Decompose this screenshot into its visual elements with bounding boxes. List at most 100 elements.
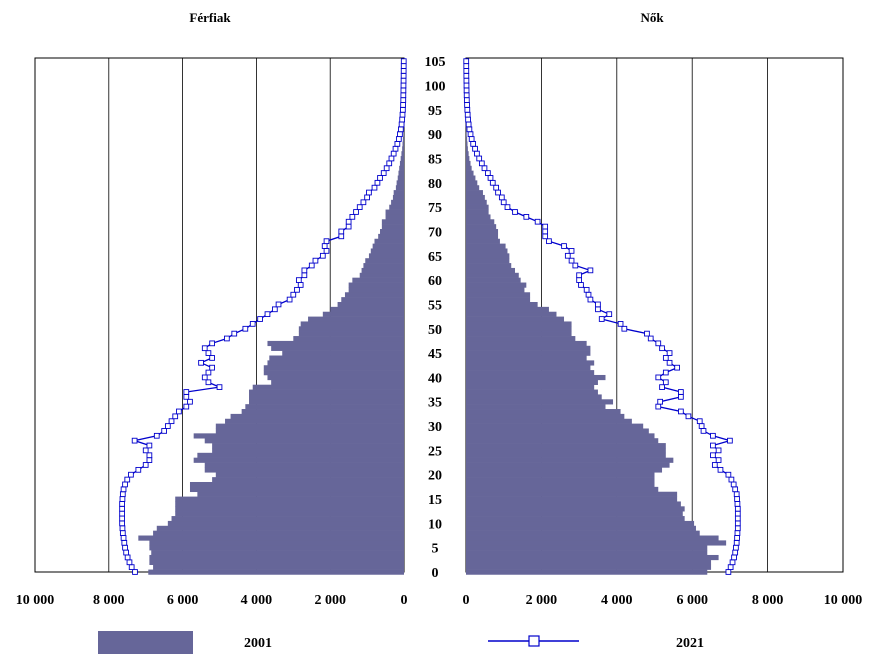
bar-2001-age-22 [204, 462, 404, 468]
bar-2001-age-30 [466, 423, 644, 429]
left-x-tick-label: 2 000 [314, 593, 346, 608]
bar-2001-age-85 [466, 156, 470, 162]
left-x-tick-label: 10 000 [16, 593, 55, 608]
marker-2021-age-56 [587, 296, 594, 303]
bar-2001-age-39 [271, 379, 404, 385]
marker-2021-age-11 [119, 515, 125, 522]
bar-2001-age-15 [466, 496, 678, 502]
bar-2001-age-84 [399, 160, 404, 167]
bar-2001-age-61 [466, 272, 519, 278]
bar-2001-age-36 [466, 394, 602, 400]
bar-2001-age-87 [402, 146, 404, 152]
bar-2001-age-71 [381, 224, 404, 230]
marker-2021-age-86 [390, 150, 397, 157]
marker-2021-age-81 [487, 175, 494, 181]
bar-2001-age-8 [466, 530, 700, 536]
legend-marker-2021 [528, 635, 540, 647]
marker-2021-age-97 [463, 97, 470, 103]
marker-2021-age-98 [463, 92, 470, 99]
age-tick-label: 5 [432, 542, 439, 557]
marker-2021-age-96 [400, 102, 406, 108]
bar-2001-age-71 [466, 224, 497, 230]
marker-2021-age-43 [666, 359, 673, 366]
legend-label-2021: 2021 [676, 636, 704, 651]
marker-2021-age-78 [366, 189, 372, 196]
bar-2001-age-64 [466, 258, 510, 264]
right-x-tick-label: 2 000 [526, 593, 558, 608]
marker-2021-age-30 [164, 423, 171, 429]
bar-2001-age-59 [466, 282, 527, 288]
marker-2021-age-83 [481, 165, 488, 172]
marker-2021-age-75 [504, 204, 511, 210]
age-tick-label: 55 [428, 298, 442, 313]
marker-2021-age-24 [710, 452, 716, 459]
marker-2021-age-6 [733, 539, 740, 546]
age-tick-label: 80 [428, 177, 442, 192]
bar-2001-age-14 [466, 501, 681, 507]
bar-2001-age-58 [466, 287, 525, 293]
bar-2001-age-43 [466, 360, 595, 366]
marker-2021-age-92 [398, 121, 405, 128]
age-tick-label: 105 [425, 55, 446, 70]
marker-2021-age-100 [400, 82, 407, 89]
bar-2001-age-38 [252, 384, 404, 390]
age-tick-label: 100 [425, 80, 446, 95]
marker-2021-age-7 [734, 535, 740, 541]
bar-2001-age-86 [466, 151, 469, 157]
bar-2001-age-89 [466, 136, 468, 142]
bar-2001-age-72 [381, 219, 404, 225]
bar-2001-age-55 [466, 301, 538, 308]
bar-2001-age-83 [399, 165, 404, 171]
left-bars-2001 [138, 58, 404, 575]
bar-2001-age-82 [398, 170, 404, 176]
marker-2021-age-40 [201, 374, 208, 381]
marker-2021-age-21 [135, 466, 142, 473]
marker-2021-age-61 [301, 272, 308, 279]
marker-2021-age-29 [700, 428, 707, 434]
bar-2001-age-76 [466, 199, 487, 205]
marker-2021-age-93 [465, 116, 471, 123]
bar-2001-age-52 [308, 316, 404, 322]
bar-2001-age-46 [466, 345, 591, 351]
marker-2021-age-66 [568, 248, 575, 254]
bar-2001-age-12 [175, 511, 404, 517]
bar-2001-age-57 [344, 292, 404, 298]
bar-2001-age-66 [466, 248, 508, 254]
bar-2001-age-51 [300, 321, 404, 327]
marker-2021-age-15 [119, 496, 126, 502]
marker-2021-age-88 [470, 141, 477, 147]
bar-2001-age-27 [466, 438, 659, 444]
marker-2021-age-54 [272, 306, 278, 313]
marker-2021-age-67 [561, 243, 567, 249]
bar-2001-age-87 [466, 146, 468, 152]
marker-2021-age-5 [733, 544, 739, 551]
marker-2021-age-44 [209, 355, 215, 361]
marker-2021-age-93 [399, 116, 406, 123]
age-tick-label: 25 [428, 444, 442, 459]
bar-2001-age-38 [466, 384, 595, 390]
marker-2021-age-65 [319, 252, 326, 259]
marker-2021-age-68 [323, 238, 330, 245]
marker-2021-age-35 [187, 398, 193, 405]
bar-2001-age-6 [466, 540, 727, 546]
marker-2021-age-95 [464, 106, 471, 113]
bar-2001-age-35 [466, 399, 614, 405]
bar-2001-age-29 [215, 428, 404, 434]
marker-2021-age-47 [209, 340, 215, 347]
bar-2001-age-25 [466, 447, 666, 454]
marker-2021-age-33 [176, 408, 182, 415]
age-tick-label: 50 [428, 323, 442, 338]
marker-2021-age-104 [463, 63, 470, 69]
marker-2021-age-86 [474, 150, 480, 157]
right-panel-title: Nők [640, 10, 664, 25]
left-x-tick-label: 8 000 [93, 593, 125, 608]
bar-2001-age-60 [352, 277, 404, 283]
bar-2001-age-59 [348, 282, 404, 288]
bar-2001-age-42 [263, 365, 404, 371]
marker-2021-age-27 [727, 437, 733, 444]
marker-2021-age-7 [120, 535, 127, 541]
bar-2001-age-73 [385, 214, 404, 220]
bar-2001-age-23 [193, 457, 404, 463]
bar-2001-age-11 [171, 516, 404, 522]
